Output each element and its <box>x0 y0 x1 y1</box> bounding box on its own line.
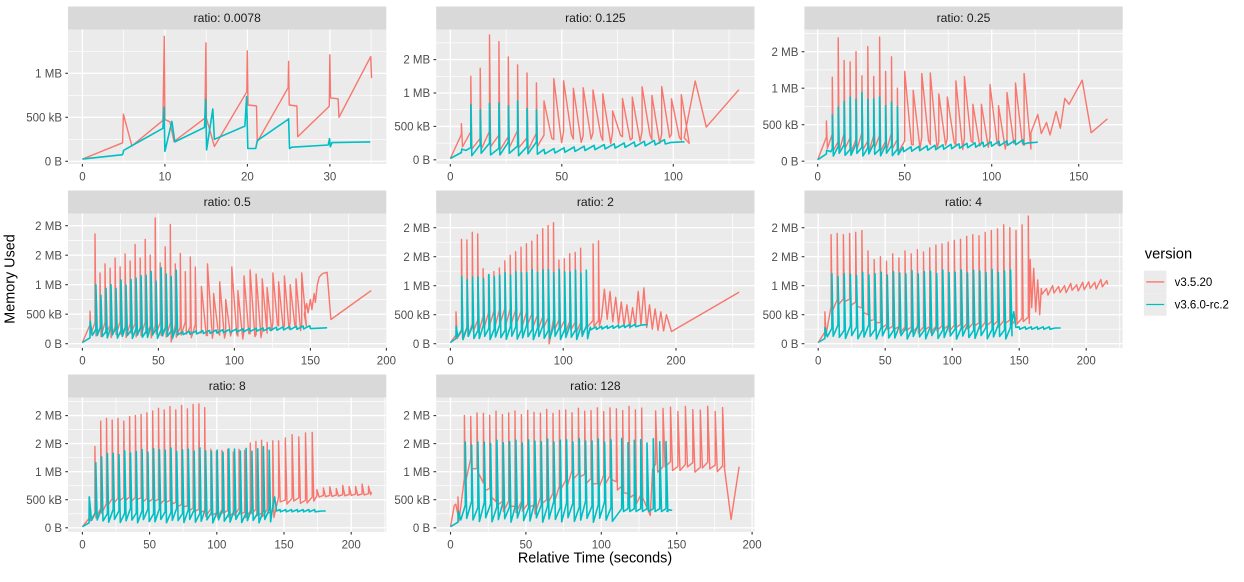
svg-text:500 kB: 500 kB <box>394 310 430 322</box>
svg-text:0 B: 0 B <box>413 339 431 351</box>
svg-text:0 B: 0 B <box>45 156 63 168</box>
svg-text:0: 0 <box>447 539 453 551</box>
svg-text:0 B: 0 B <box>781 156 799 168</box>
svg-text:200: 200 <box>342 539 361 551</box>
svg-text:0: 0 <box>814 171 820 183</box>
svg-text:1 MB: 1 MB <box>772 281 799 293</box>
svg-text:30: 30 <box>324 171 337 183</box>
svg-text:500 kB: 500 kB <box>26 495 62 507</box>
svg-text:ratio: 4: ratio: 4 <box>945 195 982 209</box>
svg-text:500 kB: 500 kB <box>394 495 430 507</box>
svg-text:0 B: 0 B <box>413 523 431 535</box>
svg-text:ratio: 0.125: ratio: 0.125 <box>565 11 626 25</box>
svg-text:50: 50 <box>879 355 892 367</box>
svg-text:1 MB: 1 MB <box>35 280 62 292</box>
svg-text:100: 100 <box>592 539 611 551</box>
svg-text:v3.5.20: v3.5.20 <box>1175 277 1213 289</box>
svg-text:ratio: 128: ratio: 128 <box>570 379 621 393</box>
svg-text:2 MB: 2 MB <box>403 439 430 451</box>
svg-text:2 MB: 2 MB <box>35 411 62 423</box>
svg-text:150: 150 <box>667 539 686 551</box>
svg-text:0 B: 0 B <box>413 155 431 167</box>
svg-text:500 kB: 500 kB <box>763 310 799 322</box>
svg-text:150: 150 <box>1069 171 1088 183</box>
svg-text:0: 0 <box>447 355 453 367</box>
svg-text:1 MB: 1 MB <box>35 467 62 479</box>
svg-text:50: 50 <box>152 355 165 367</box>
svg-text:2 MB: 2 MB <box>772 223 799 235</box>
svg-text:Relative Time (seconds): Relative Time (seconds) <box>518 551 672 567</box>
svg-text:100: 100 <box>554 355 573 367</box>
svg-text:50: 50 <box>143 539 156 551</box>
svg-text:ratio: 0.25: ratio: 0.25 <box>937 11 991 25</box>
svg-text:2 MB: 2 MB <box>35 221 62 233</box>
svg-text:10: 10 <box>159 171 172 183</box>
svg-text:20: 20 <box>241 171 254 183</box>
svg-text:100: 100 <box>664 171 683 183</box>
svg-text:100: 100 <box>225 355 244 367</box>
svg-text:0 B: 0 B <box>781 339 799 351</box>
svg-text:1 MB: 1 MB <box>403 88 430 100</box>
svg-text:2 MB: 2 MB <box>403 223 430 235</box>
svg-text:1 MB: 1 MB <box>772 83 799 95</box>
svg-text:200: 200 <box>666 355 685 367</box>
svg-text:2 MB: 2 MB <box>403 411 430 423</box>
svg-text:0: 0 <box>79 539 85 551</box>
svg-text:500 kB: 500 kB <box>26 309 62 321</box>
svg-text:v3.6.0-rc.2: v3.6.0-rc.2 <box>1175 300 1229 312</box>
svg-text:Memory Used: Memory Used <box>3 234 19 324</box>
svg-text:50: 50 <box>555 171 568 183</box>
svg-text:2 MB: 2 MB <box>403 252 430 264</box>
svg-text:0: 0 <box>815 355 821 367</box>
svg-text:0: 0 <box>79 171 85 183</box>
svg-text:0: 0 <box>79 355 85 367</box>
svg-text:0 B: 0 B <box>45 339 63 351</box>
svg-text:500 kB: 500 kB <box>26 112 62 124</box>
svg-text:2 MB: 2 MB <box>403 55 430 67</box>
svg-text:0 B: 0 B <box>45 523 63 535</box>
svg-text:150: 150 <box>1010 355 1029 367</box>
svg-text:500 kB: 500 kB <box>763 120 799 132</box>
svg-text:200: 200 <box>743 539 762 551</box>
svg-text:1 MB: 1 MB <box>35 68 62 80</box>
svg-text:ratio: 2: ratio: 2 <box>577 195 614 209</box>
svg-text:150: 150 <box>301 355 320 367</box>
svg-text:2 MB: 2 MB <box>772 47 799 59</box>
svg-text:150: 150 <box>274 539 293 551</box>
svg-text:50: 50 <box>520 539 533 551</box>
svg-text:200: 200 <box>1077 355 1096 367</box>
svg-text:version: version <box>1145 247 1192 263</box>
svg-text:2 MB: 2 MB <box>35 439 62 451</box>
svg-text:ratio: 8: ratio: 8 <box>209 379 246 393</box>
svg-text:0: 0 <box>447 171 453 183</box>
svg-text:500 kB: 500 kB <box>394 122 430 134</box>
svg-text:100: 100 <box>943 355 962 367</box>
svg-text:ratio: 0.5: ratio: 0.5 <box>204 195 251 209</box>
svg-text:1 MB: 1 MB <box>403 281 430 293</box>
svg-text:100: 100 <box>207 539 226 551</box>
svg-text:1 MB: 1 MB <box>403 467 430 479</box>
svg-text:200: 200 <box>377 355 396 367</box>
svg-text:50: 50 <box>898 171 911 183</box>
svg-text:2 MB: 2 MB <box>772 252 799 264</box>
svg-text:2 MB: 2 MB <box>35 250 62 262</box>
svg-text:100: 100 <box>982 171 1001 183</box>
svg-text:ratio: 0.0078: ratio: 0.0078 <box>194 11 262 25</box>
